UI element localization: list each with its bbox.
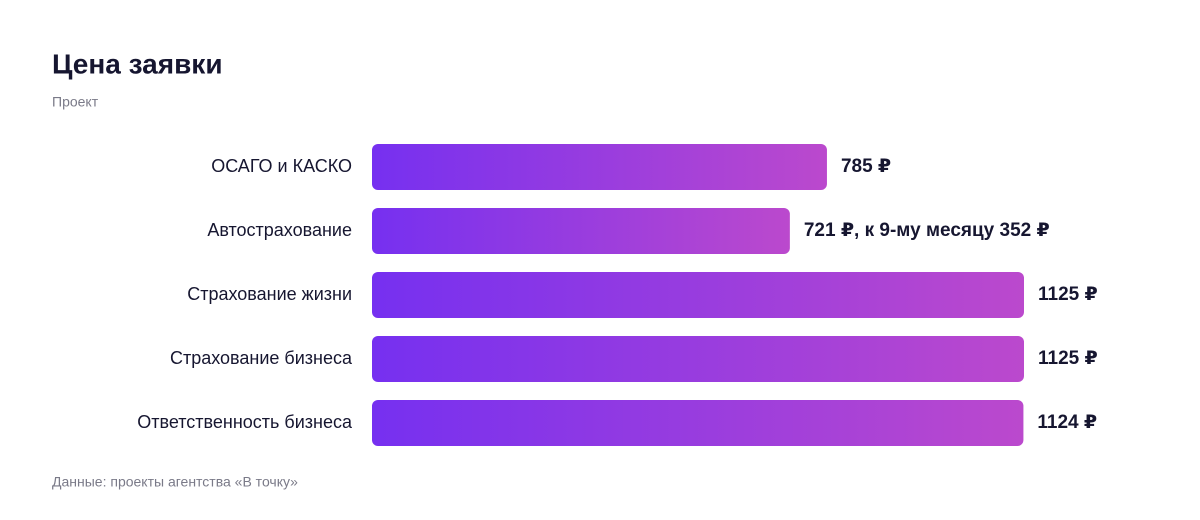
category-label: Страхование жизни (187, 284, 352, 304)
category-label: Автострахование (207, 220, 352, 240)
category-label: Страхование бизнеса (170, 348, 353, 368)
source-note: Данные: проекты агентства «В точку» (52, 474, 298, 490)
value-label: 1124 ₽ (1037, 412, 1097, 433)
bar (372, 144, 827, 190)
value-label: 1125 ₽ (1038, 284, 1098, 305)
category-label: Ответственность бизнеса (137, 412, 353, 432)
bar (372, 208, 790, 254)
value-label: 1125 ₽ (1038, 348, 1098, 369)
bar (372, 400, 1024, 446)
chart-title: Цена заявки (52, 48, 223, 79)
bar (372, 336, 1024, 382)
chart-subtitle: Проект (52, 94, 99, 110)
bar (372, 272, 1024, 318)
value-label: 785 ₽ (841, 156, 891, 177)
category-label: ОСАГО и КАСКО (211, 156, 352, 176)
value-label: 721 ₽, к 9-му месяцу 352 ₽ (804, 220, 1050, 241)
